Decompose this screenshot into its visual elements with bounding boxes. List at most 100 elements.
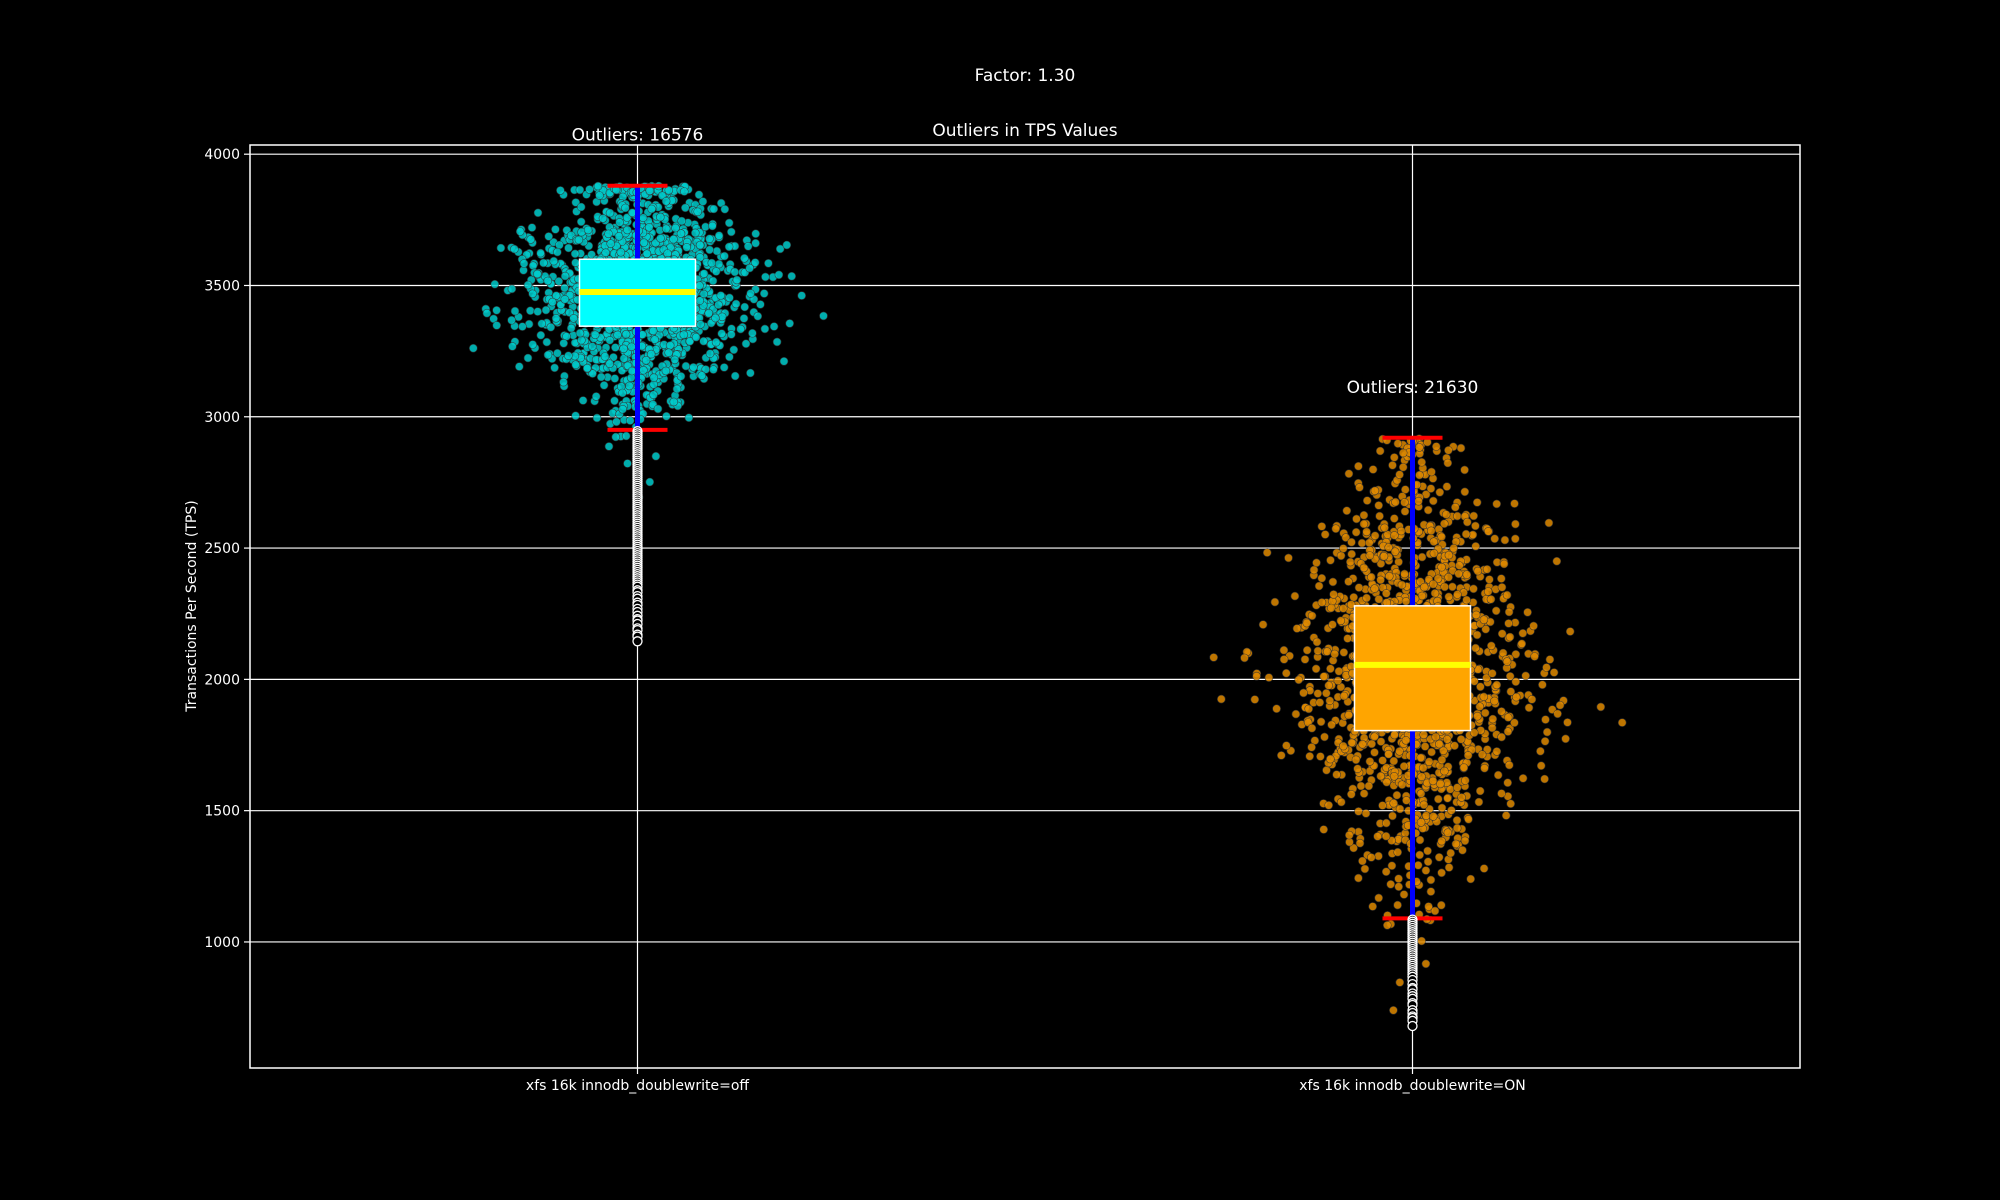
scatter-point xyxy=(621,203,630,213)
scatter-point xyxy=(741,339,751,349)
scatter-point xyxy=(1504,619,1513,628)
scatter-point xyxy=(610,343,620,352)
scatter-point xyxy=(1314,581,1324,591)
scatter-point xyxy=(1429,537,1439,547)
scatter-point xyxy=(492,321,502,330)
scatter-point xyxy=(1446,848,1455,858)
scatter-point xyxy=(1460,836,1470,846)
scatter-point xyxy=(623,225,632,235)
scatter-point xyxy=(1322,647,1332,656)
scatter-point xyxy=(507,315,516,325)
scatter-point xyxy=(564,351,573,361)
scatter-point xyxy=(1483,745,1492,754)
scatter-point xyxy=(1456,443,1466,453)
scatter-point xyxy=(507,284,517,294)
scatter-point xyxy=(1444,572,1453,582)
scatter-point xyxy=(1362,527,1371,537)
scatter-point xyxy=(1423,857,1433,867)
scatter-point xyxy=(664,186,674,195)
scatter-point xyxy=(1455,561,1464,570)
scatter-point xyxy=(1400,569,1409,579)
scatter-point xyxy=(705,349,715,358)
scatter-point xyxy=(1367,572,1376,582)
scatter-point xyxy=(616,247,626,257)
scatter-point xyxy=(1459,763,1469,772)
scatter-point xyxy=(1545,655,1555,664)
scatter-point xyxy=(1505,671,1515,681)
scatter-point xyxy=(551,313,561,323)
scatter-point xyxy=(1479,864,1489,873)
scatter-point xyxy=(1555,700,1565,710)
scatter-point xyxy=(698,197,708,206)
scatter-point xyxy=(1530,652,1539,661)
scatter-point xyxy=(648,326,658,336)
scatter-point xyxy=(684,413,694,423)
scatter-point xyxy=(1437,562,1446,572)
scatter-point xyxy=(714,300,723,310)
scatter-point xyxy=(1479,615,1489,625)
scatter-point xyxy=(1387,836,1396,845)
scatter-point xyxy=(1376,771,1385,781)
scatter-point xyxy=(662,411,671,421)
iqr-box xyxy=(1353,605,1472,732)
scatter-point xyxy=(1420,582,1429,592)
scatter-point xyxy=(1364,781,1374,791)
scatter-point xyxy=(1395,804,1405,814)
scatter-point xyxy=(1326,555,1335,565)
scatter-point xyxy=(1443,458,1453,468)
scatter-point xyxy=(1399,761,1409,771)
scatter-point xyxy=(1452,823,1462,833)
scatter-point xyxy=(1374,501,1383,510)
scatter-point xyxy=(1336,616,1346,626)
scatter-point xyxy=(583,225,593,235)
scatter-point xyxy=(1505,632,1515,642)
scatter-point xyxy=(1282,668,1291,678)
scatter-point xyxy=(560,294,570,304)
scatter-point xyxy=(1398,462,1408,472)
scatter-point xyxy=(1544,518,1554,528)
scatter-point xyxy=(612,417,621,427)
scatter-point xyxy=(644,223,654,232)
scatter-point xyxy=(1439,746,1448,756)
scatter-point xyxy=(1386,879,1395,889)
scatter-point xyxy=(1497,629,1507,639)
scatter-point xyxy=(1484,527,1493,536)
scatter-point xyxy=(1316,717,1326,727)
scatter-point xyxy=(1437,900,1446,910)
scatter-point xyxy=(599,380,609,390)
scatter-point xyxy=(1320,732,1329,742)
scatter-point xyxy=(1393,900,1402,910)
scatter-point xyxy=(1553,709,1562,719)
scatter-point xyxy=(1542,727,1552,737)
outlier-count-label: Outliers: 21630 xyxy=(1347,378,1479,398)
scatter-point xyxy=(1307,723,1317,733)
scatter-point xyxy=(1505,760,1514,770)
scatter-point xyxy=(1393,439,1403,448)
scatter-point xyxy=(1511,649,1521,659)
scatter-point xyxy=(1370,531,1380,541)
scatter-point xyxy=(1345,830,1354,840)
scatter-point xyxy=(1470,676,1479,686)
scatter-point xyxy=(576,217,586,227)
scatter-point xyxy=(591,392,601,401)
scatter-point xyxy=(1401,735,1411,745)
scatter-point xyxy=(542,337,552,347)
scatter-point xyxy=(1482,564,1492,574)
scatter-point xyxy=(1518,773,1528,783)
scatter-point xyxy=(1279,645,1289,655)
scatter-point xyxy=(740,302,750,312)
scatter-point xyxy=(1529,621,1538,631)
scatter-point xyxy=(1596,702,1606,712)
scatter-point xyxy=(598,214,608,223)
scatter-point xyxy=(1370,748,1379,757)
scatter-point xyxy=(1365,538,1374,548)
scatter-point xyxy=(1426,484,1436,493)
scatter-point xyxy=(1272,704,1281,714)
scatter-point xyxy=(1430,588,1440,598)
grid-layer xyxy=(250,145,1800,1068)
scatter-point xyxy=(1390,547,1400,557)
scatter-point xyxy=(1472,498,1482,507)
scatter-point xyxy=(1356,781,1366,791)
scatter-point xyxy=(1510,499,1519,508)
scatter-point xyxy=(539,258,548,268)
